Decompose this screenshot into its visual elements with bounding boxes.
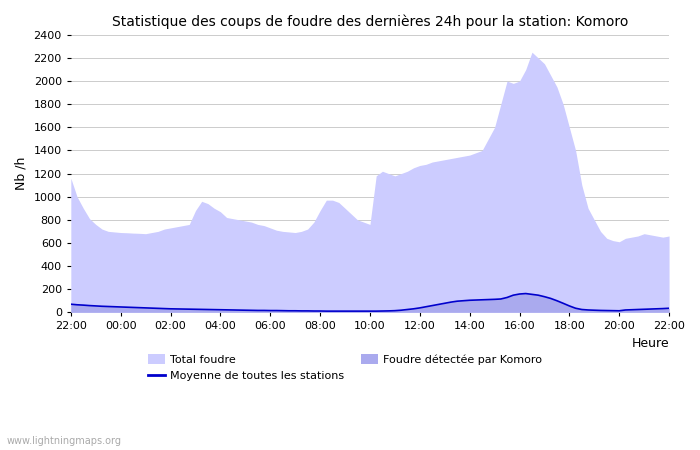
Text: Heure: Heure [631, 337, 669, 350]
Legend: Total foudre, Moyenne de toutes les stations, Foudre détectée par Komoro: Total foudre, Moyenne de toutes les stat… [148, 354, 542, 381]
Title: Statistique des coups de foudre des dernières 24h pour la station: Komoro: Statistique des coups de foudre des dern… [112, 15, 628, 30]
Text: www.lightningmaps.org: www.lightningmaps.org [7, 436, 122, 446]
Y-axis label: Nb /h: Nb /h [15, 157, 28, 190]
